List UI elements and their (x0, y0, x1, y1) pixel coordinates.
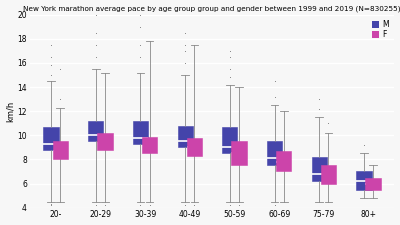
PathPatch shape (222, 127, 238, 153)
PathPatch shape (97, 133, 112, 150)
PathPatch shape (52, 141, 68, 160)
Y-axis label: km/h: km/h (6, 101, 14, 122)
PathPatch shape (321, 165, 336, 184)
PathPatch shape (312, 157, 327, 181)
PathPatch shape (356, 171, 372, 190)
PathPatch shape (133, 121, 148, 144)
PathPatch shape (142, 137, 157, 153)
PathPatch shape (88, 121, 103, 141)
PathPatch shape (178, 126, 193, 147)
PathPatch shape (267, 141, 282, 165)
PathPatch shape (44, 127, 59, 150)
PathPatch shape (276, 151, 291, 171)
Title: New York marathon average pace by age group group and gender between 1999 and 20: New York marathon average pace by age gr… (23, 6, 400, 12)
PathPatch shape (231, 141, 247, 165)
Legend: M, F: M, F (370, 18, 391, 41)
PathPatch shape (366, 178, 381, 190)
PathPatch shape (187, 138, 202, 156)
